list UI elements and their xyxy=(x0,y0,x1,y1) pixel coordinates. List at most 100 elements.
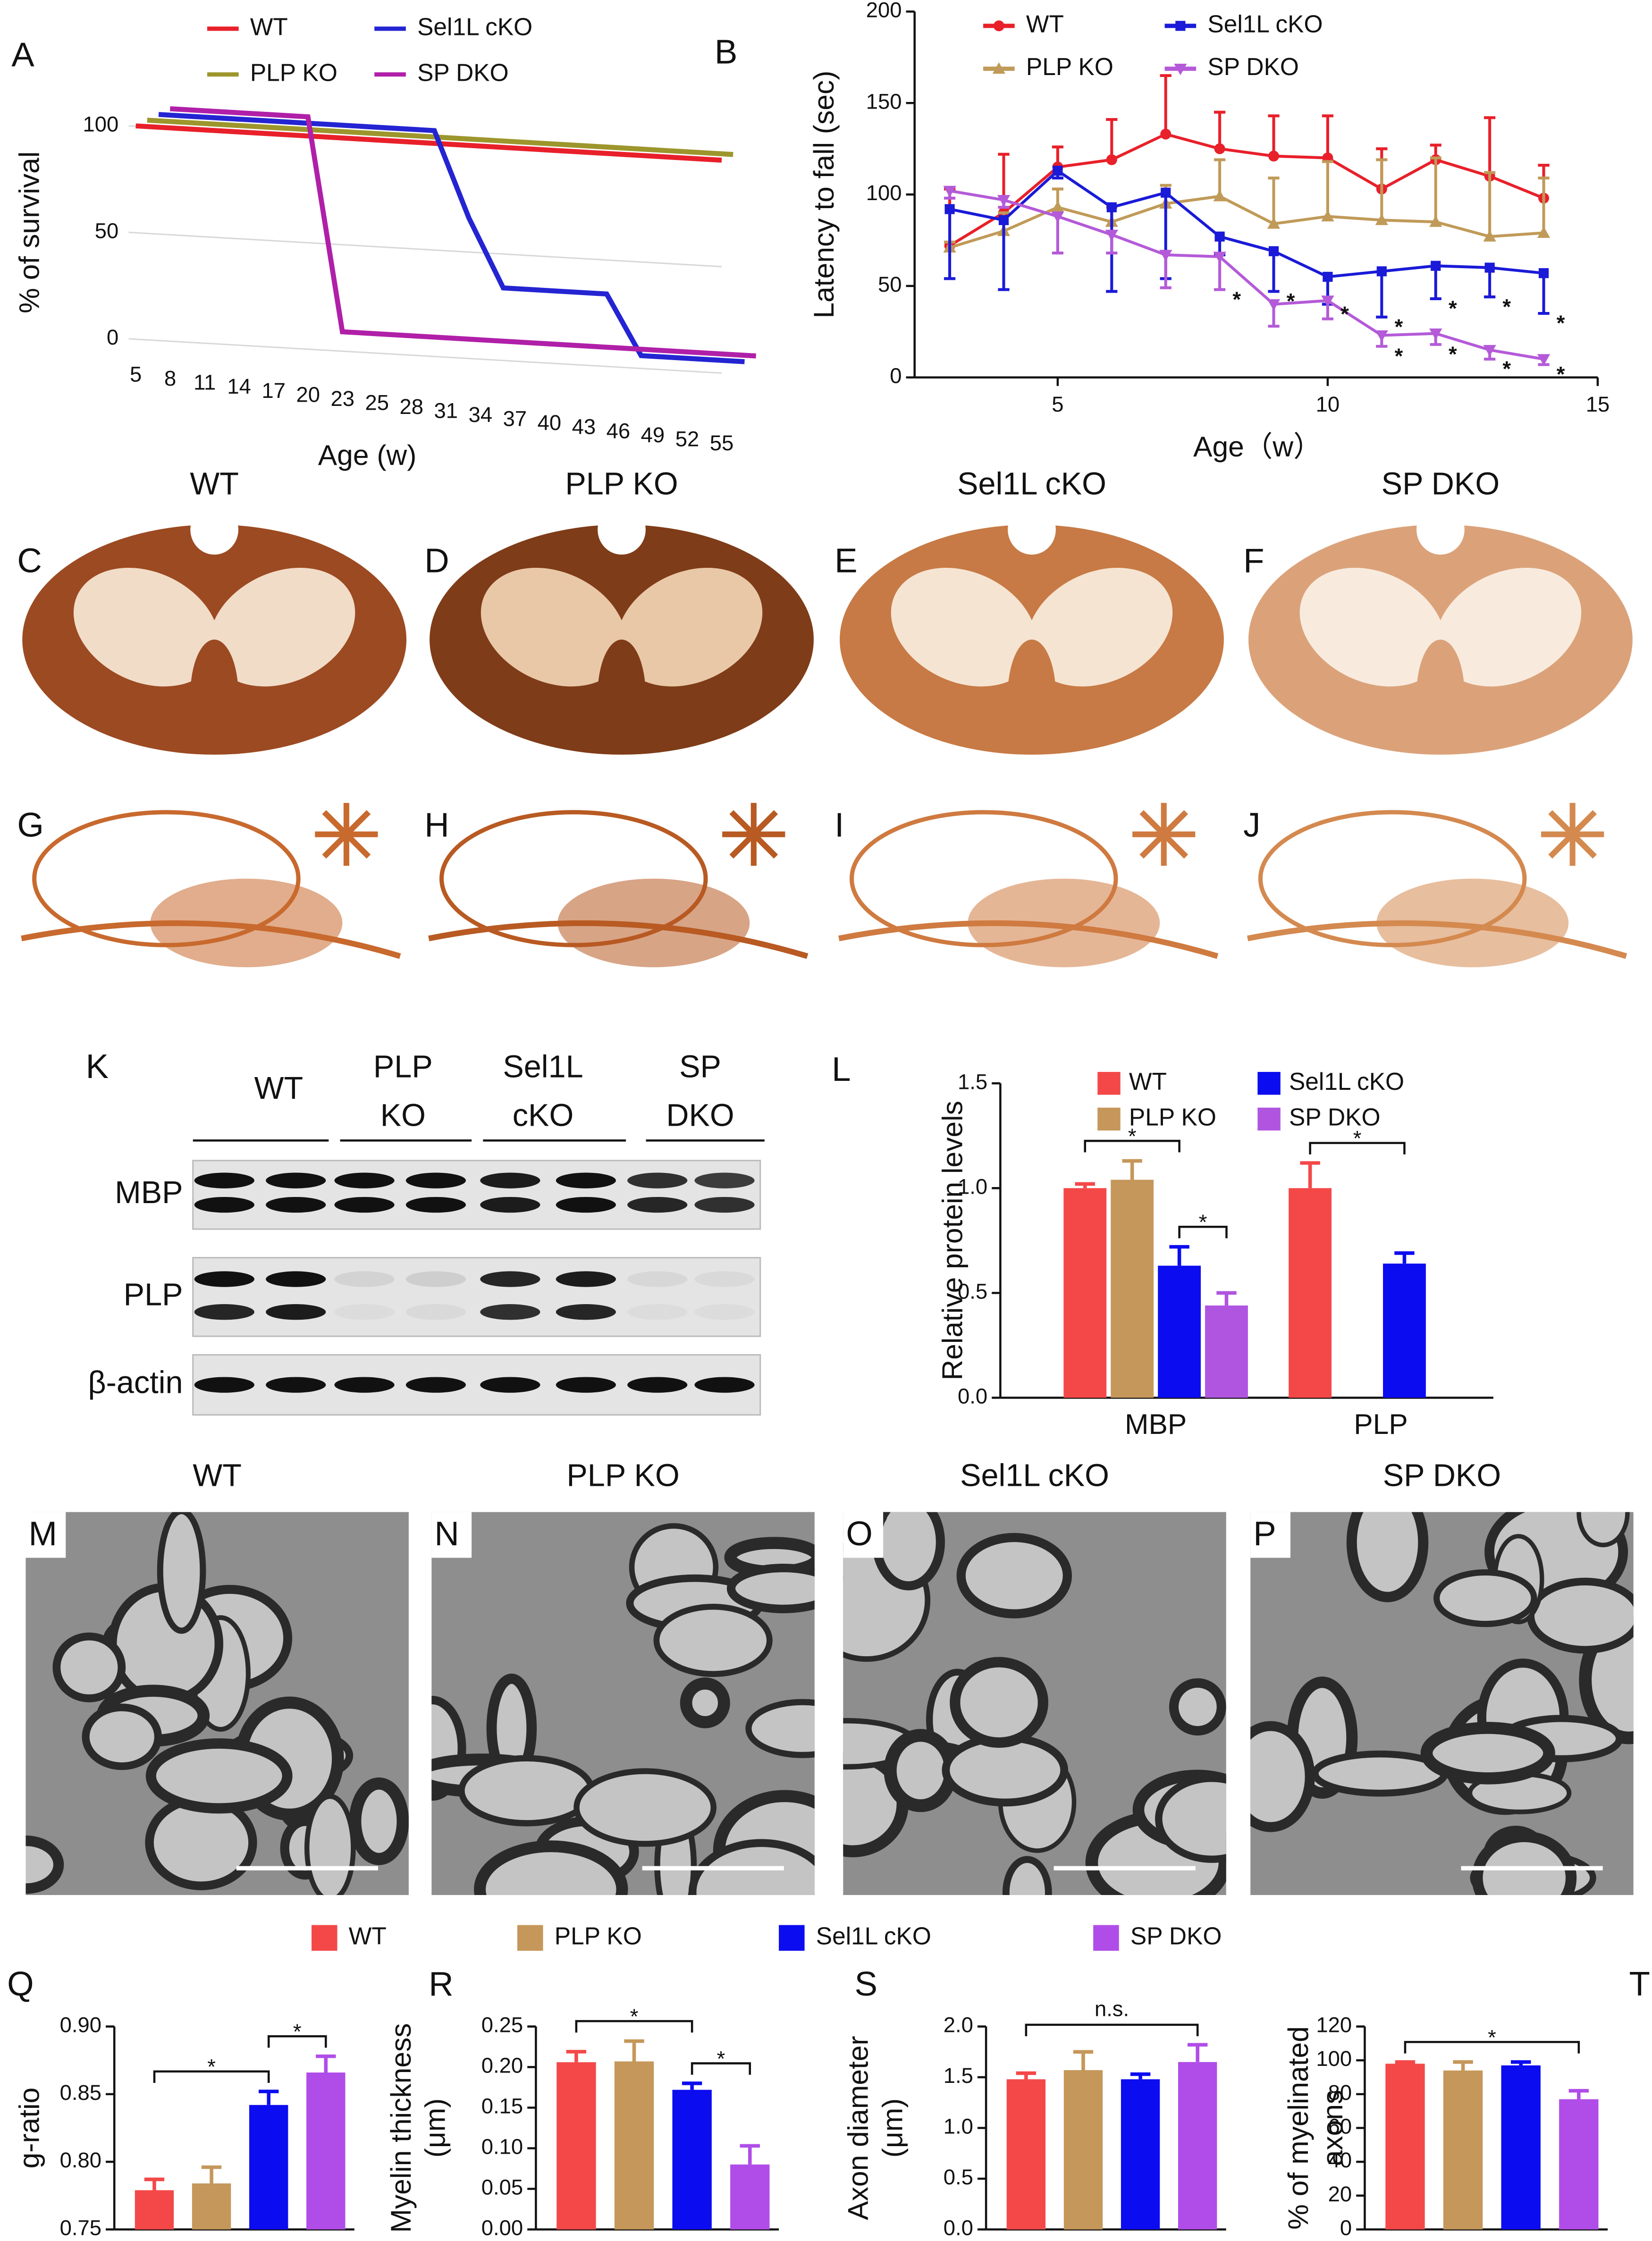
dorsal-notch xyxy=(190,505,239,555)
panel-label: J xyxy=(1243,806,1260,844)
grid-line xyxy=(128,231,722,268)
legend-label: Sel1L cKO xyxy=(417,13,532,40)
blot-band xyxy=(480,1304,540,1320)
x-tick-label: 31 xyxy=(434,399,458,423)
cerebellum-folia xyxy=(322,832,349,859)
marker xyxy=(1429,328,1442,340)
y-tick-label: 0 xyxy=(107,325,118,349)
x-tick-label: 46 xyxy=(607,419,631,443)
panel-title: Sel1L cKO xyxy=(957,466,1106,501)
legend-label: WT xyxy=(1026,10,1064,37)
myelinated-axon xyxy=(1472,1831,1577,1896)
blot-band xyxy=(694,1377,755,1393)
grid-line xyxy=(128,338,722,374)
brainstem xyxy=(1376,878,1569,968)
bar xyxy=(1205,1305,1248,1398)
label-bg xyxy=(25,1512,66,1558)
error-bar xyxy=(1268,114,1280,156)
marker xyxy=(1268,246,1279,256)
error-bar xyxy=(1376,271,1388,319)
panel-label: N xyxy=(434,1515,459,1553)
blot-band xyxy=(694,1196,755,1213)
error-bar xyxy=(1394,1251,1415,1264)
significance-bracket xyxy=(1309,1142,1406,1154)
myelinated-axon xyxy=(745,1699,815,1758)
blot-band xyxy=(194,1196,254,1213)
y-tick-label: 0.00 xyxy=(481,2216,523,2240)
panel-label: H xyxy=(424,806,449,844)
x-tick-label: 17 xyxy=(261,379,286,403)
blot-band xyxy=(334,1377,395,1393)
dorsal-notch xyxy=(598,505,646,555)
marker xyxy=(1267,299,1281,311)
marker xyxy=(1375,330,1388,342)
error-bar xyxy=(1322,114,1334,158)
y-tick-label: 0.05 xyxy=(481,2175,523,2199)
blot-band xyxy=(556,1196,616,1213)
legend-marker xyxy=(1174,64,1187,76)
cerebellum-folia xyxy=(1570,810,1597,836)
significance-bracket xyxy=(575,2020,693,2033)
blot-band xyxy=(556,1172,616,1188)
cerebellum-folia xyxy=(729,810,756,836)
y-tick-label: 20 xyxy=(1328,2182,1352,2206)
panel-label: P xyxy=(1253,1515,1276,1553)
significance-mark: * xyxy=(1488,2025,1496,2049)
error-bar xyxy=(1568,2089,1589,2099)
significance-mark: * xyxy=(717,2047,725,2071)
marker xyxy=(1483,345,1496,357)
myelinated-axon xyxy=(726,1564,815,1613)
blot-band xyxy=(480,1172,540,1188)
marker xyxy=(1213,252,1226,263)
x-tick-label: 23 xyxy=(330,387,354,411)
white-matter xyxy=(1435,568,1582,687)
significance-bracket xyxy=(267,2035,327,2048)
error-bar xyxy=(1300,1161,1320,1188)
y-tick-label: 150 xyxy=(866,89,902,113)
myelinated-axon xyxy=(1420,1722,1555,1785)
brainstem xyxy=(150,878,343,968)
y-tick-label: 0.20 xyxy=(481,2054,523,2078)
error-bar xyxy=(1376,158,1388,220)
significance-bracket xyxy=(1178,1225,1228,1238)
blot-band xyxy=(266,1377,326,1393)
marker xyxy=(1376,266,1387,277)
panel-label: E xyxy=(834,541,857,580)
series-line xyxy=(949,194,1544,249)
myelinated-axon xyxy=(52,1632,126,1702)
bar xyxy=(1158,1265,1201,1398)
marker xyxy=(1159,250,1172,261)
panel-label: R xyxy=(429,1965,453,2003)
ventral-fissure xyxy=(1416,640,1465,750)
legend-label: SP DKO xyxy=(417,59,509,86)
marker xyxy=(1214,143,1225,154)
y-axis-label: % of survival xyxy=(13,152,45,313)
blot-band xyxy=(266,1304,326,1320)
x-tick-label: 40 xyxy=(538,411,562,435)
panel-label: K xyxy=(86,1047,109,1086)
bar xyxy=(1443,2070,1483,2230)
error-bar xyxy=(1122,1159,1142,1180)
ventral-fissure xyxy=(1008,640,1056,750)
cerebellum-folia xyxy=(1548,832,1575,859)
error-bar xyxy=(144,2177,165,2190)
legend-label: Sel1L cKO xyxy=(1289,1068,1404,1095)
cerebellum-folia xyxy=(751,810,778,836)
marker xyxy=(943,185,956,197)
bar xyxy=(1111,1179,1154,1398)
error-bar xyxy=(998,220,1010,291)
significance-mark: * xyxy=(1395,344,1403,368)
dorsal-notch xyxy=(1416,505,1465,555)
error-bar xyxy=(1268,177,1280,224)
lane-group-label: SP xyxy=(679,1050,721,1085)
y-axis-label: axons xyxy=(1316,2090,1349,2166)
blot-row-label: PLP xyxy=(124,1278,183,1313)
marker xyxy=(1053,166,1063,176)
blot-band xyxy=(194,1172,254,1188)
y-tick-label: 80 xyxy=(1328,2081,1352,2105)
series-line xyxy=(949,189,1544,361)
marker xyxy=(998,215,1009,225)
x-tick-label: 55 xyxy=(710,431,734,455)
series-line xyxy=(135,123,722,163)
